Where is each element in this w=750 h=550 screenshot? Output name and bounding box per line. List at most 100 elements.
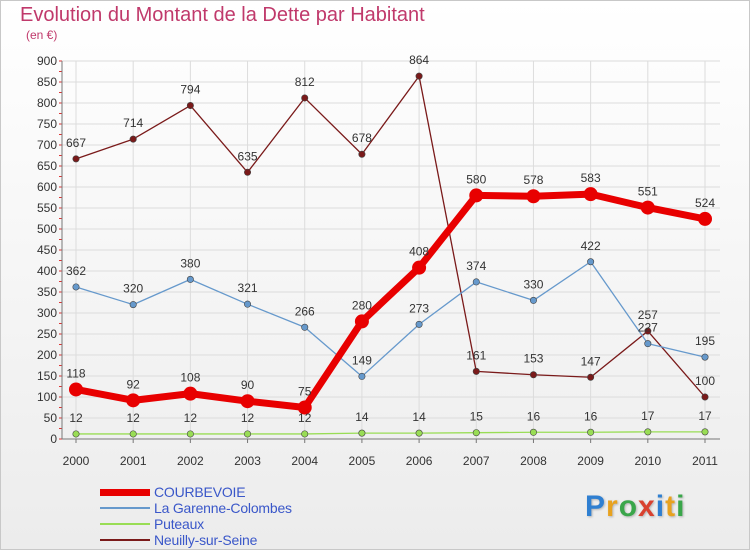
data-point-neuilly-sur-seine — [644, 327, 652, 335]
legend-item-puteaux: Puteaux — [100, 516, 292, 532]
data-label-courbevoie: 118 — [66, 366, 85, 380]
data-point-puteaux — [644, 428, 652, 436]
data-point-neuilly-sur-seine — [701, 393, 709, 401]
data-label-neuilly-sur-seine: 714 — [123, 116, 143, 130]
data-point-la-garenne-colombes — [129, 301, 137, 309]
data-point-courbevoie — [126, 393, 141, 408]
data-label-la-garenne-colombes: 227 — [638, 321, 658, 335]
proxiti-logo: Proxiti — [585, 490, 685, 524]
data-label-courbevoie: 408 — [409, 245, 429, 259]
chart-legend: COURBEVOIE La Garenne-Colombes Puteaux N… — [100, 484, 292, 548]
y-tick-label: 0 — [50, 432, 57, 446]
data-label-puteaux: 16 — [527, 409, 541, 423]
x-tick-label: 2003 — [234, 454, 261, 468]
logo-letter: x — [638, 490, 656, 523]
x-tick-label: 2008 — [520, 454, 547, 468]
data-point-courbevoie — [640, 200, 655, 215]
data-point-puteaux — [72, 430, 80, 438]
chart-subtitle: (en €) — [26, 28, 58, 42]
data-point-la-garenne-colombes — [186, 275, 194, 283]
data-point-puteaux — [244, 430, 252, 438]
data-point-neuilly-sur-seine — [129, 135, 137, 143]
data-point-la-garenne-colombes — [701, 353, 709, 361]
data-label-puteaux: 12 — [184, 411, 198, 425]
data-point-courbevoie — [469, 188, 484, 203]
data-point-neuilly-sur-seine — [301, 94, 309, 102]
logo-letter: t — [665, 490, 677, 523]
data-point-neuilly-sur-seine — [529, 371, 537, 379]
data-label-puteaux: 17 — [698, 409, 712, 423]
legend-label-la-garenne-colombes: La Garenne-Colombes — [154, 500, 292, 516]
data-point-courbevoie — [412, 260, 427, 275]
data-point-puteaux — [587, 428, 595, 436]
data-point-la-garenne-colombes — [472, 278, 480, 286]
data-point-puteaux — [701, 428, 709, 436]
legend-swatch-puteaux — [100, 523, 150, 525]
data-point-courbevoie — [183, 386, 198, 401]
series-line-courbevoie — [72, 190, 709, 411]
x-tick-label: 2004 — [291, 454, 318, 468]
chart-title: Evolution du Montant de la Dette par Hab… — [20, 4, 425, 26]
data-point-la-garenne-colombes — [358, 372, 366, 380]
y-tick-label: 250 — [37, 327, 57, 341]
data-point-courbevoie — [526, 189, 541, 204]
data-point-courbevoie — [69, 382, 83, 397]
x-tick-label: 2007 — [463, 454, 490, 468]
y-tick-label: 800 — [37, 96, 57, 110]
legend-label-neuilly-sur-seine: Neuilly-sur-Seine — [154, 532, 258, 548]
data-label-puteaux: 12 — [298, 411, 312, 425]
data-label-neuilly-sur-seine: 161 — [466, 348, 486, 362]
data-label-la-garenne-colombes: 380 — [180, 256, 200, 270]
data-label-la-garenne-colombes: 374 — [466, 259, 486, 273]
data-label-neuilly-sur-seine: 794 — [180, 83, 200, 97]
data-label-puteaux: 14 — [412, 410, 426, 424]
x-tick-label: 2010 — [634, 454, 661, 468]
data-point-la-garenne-colombes — [244, 300, 252, 308]
y-tick-label: 100 — [37, 390, 57, 404]
data-label-neuilly-sur-seine: 100 — [695, 374, 715, 388]
data-point-courbevoie — [354, 314, 369, 329]
y-tick-label: 450 — [37, 243, 57, 257]
data-point-la-garenne-colombes — [529, 296, 537, 304]
data-label-puteaux: 14 — [355, 410, 369, 424]
data-point-la-garenne-colombes — [415, 320, 423, 328]
y-tick-label: 300 — [37, 306, 57, 320]
x-tick-label: 2001 — [120, 454, 147, 468]
y-tick-label: 700 — [37, 138, 57, 152]
y-tick-label: 200 — [37, 348, 57, 362]
data-label-puteaux: 12 — [127, 411, 141, 425]
x-tick-label: 2005 — [349, 454, 376, 468]
legend-swatch-la-garenne-colombes — [100, 507, 150, 509]
data-label-neuilly-sur-seine: 257 — [638, 308, 658, 322]
y-tick-label: 400 — [37, 264, 57, 278]
data-point-puteaux — [186, 430, 194, 438]
data-label-neuilly-sur-seine: 812 — [295, 75, 315, 89]
data-label-courbevoie: 92 — [127, 377, 141, 391]
y-tick-label: 550 — [37, 201, 57, 215]
data-point-puteaux — [301, 430, 309, 438]
legend-item-courbevoie: COURBEVOIE — [100, 484, 292, 500]
x-tick-label: 2002 — [177, 454, 204, 468]
logo-letter: i — [655, 490, 666, 523]
logo-letter: i — [676, 490, 686, 523]
series-line-neuilly-sur-seine — [75, 75, 706, 398]
data-label-la-garenne-colombes: 321 — [238, 281, 258, 295]
data-label-courbevoie: 280 — [352, 298, 372, 312]
y-tick-label: 500 — [37, 222, 57, 236]
data-label-la-garenne-colombes: 266 — [295, 304, 315, 318]
data-point-puteaux — [358, 429, 366, 437]
y-tick-label: 50 — [44, 411, 58, 425]
data-label-neuilly-sur-seine: 667 — [66, 136, 86, 150]
data-point-courbevoie — [240, 394, 255, 409]
data-label-neuilly-sur-seine: 147 — [581, 354, 601, 368]
data-point-puteaux — [529, 428, 537, 436]
legend-swatch-courbevoie — [100, 488, 150, 496]
data-label-puteaux: 16 — [584, 409, 598, 423]
logo-letter: o — [618, 490, 639, 523]
y-tick-label: 350 — [37, 285, 57, 299]
data-point-neuilly-sur-seine — [587, 373, 595, 381]
data-point-neuilly-sur-seine — [358, 150, 366, 158]
legend-item-la-garenne-colombes: La Garenne-Colombes — [100, 500, 292, 516]
data-label-la-garenne-colombes: 330 — [523, 277, 543, 291]
